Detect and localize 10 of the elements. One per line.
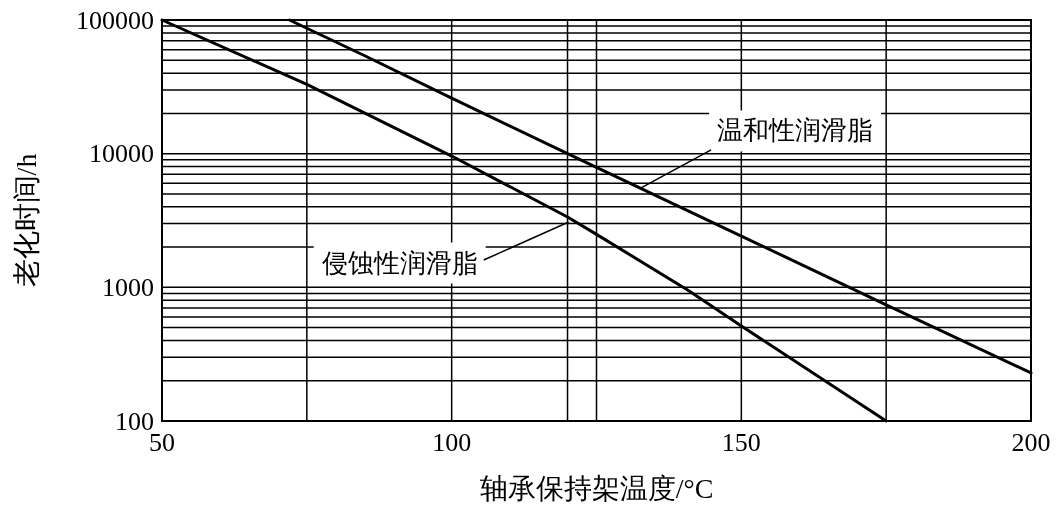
- annotation: 温和性润滑脂: [717, 116, 874, 146]
- x-tick-label: 150: [721, 428, 761, 457]
- y-tick-label: 10000: [89, 139, 154, 169]
- x-tick-label: 100: [432, 428, 472, 457]
- y-axis-title: 老化时间/h: [11, 153, 42, 288]
- y-tick-label: 1000: [102, 272, 154, 302]
- x-axis-title: 轴承保持架温度/°C: [479, 473, 714, 504]
- y-tick-label: 100000: [76, 5, 154, 35]
- x-tick-label: 200: [1011, 428, 1051, 457]
- annotation: 侵蚀性润滑脂: [321, 248, 478, 278]
